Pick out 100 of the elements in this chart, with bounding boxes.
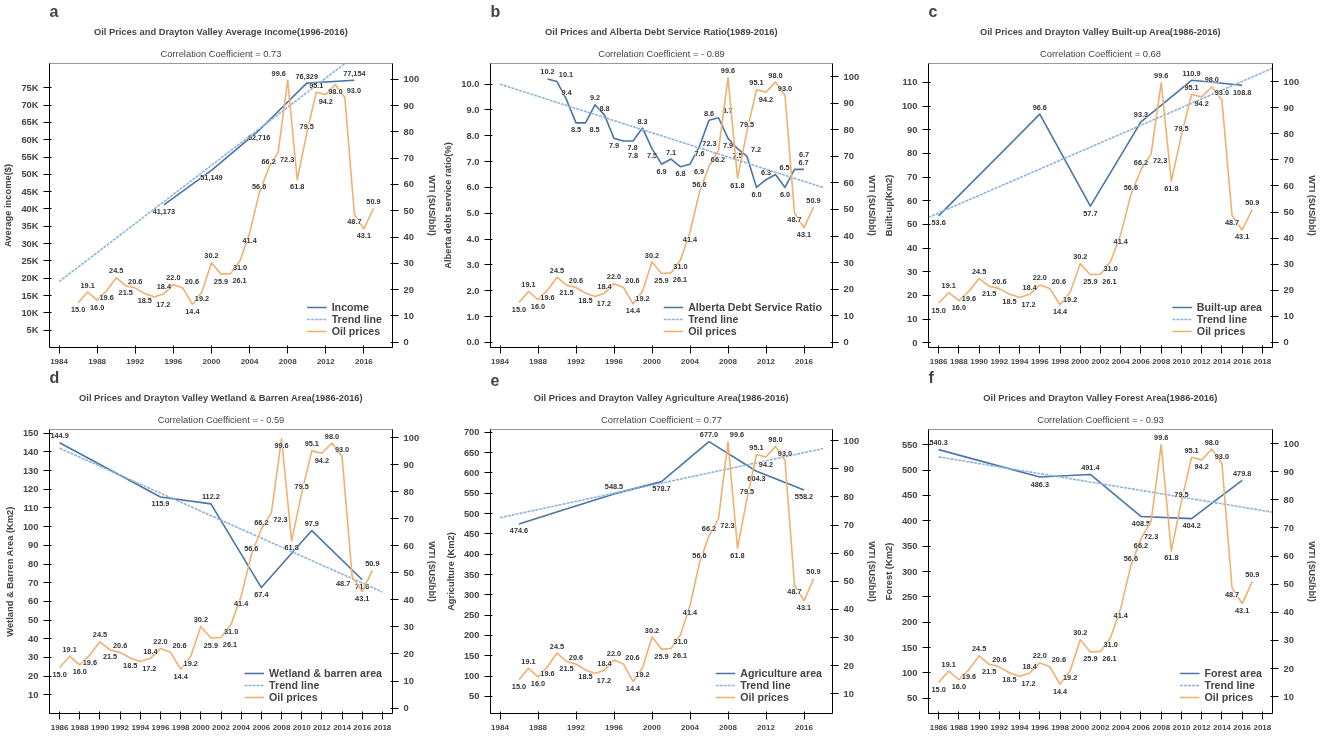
y2-tick-label: 100	[843, 435, 860, 446]
y-tick-label: 75K	[21, 82, 39, 93]
y-tick-label: 0	[912, 337, 918, 348]
y2-tick-label: 10	[843, 688, 854, 699]
y-tick-label: 30	[28, 652, 39, 663]
chart-title: Oil Prices and Drayton Valley Wetland & Barren Area(1986-2016)	[79, 392, 363, 403]
y2-axis-title: WTI ($US/bbl)	[427, 175, 438, 236]
x-tick-label: 1986	[929, 356, 949, 366]
text: e	[490, 371, 500, 389]
y2-tick-label: 40	[403, 594, 414, 605]
x-tick-label: 2010	[292, 722, 312, 732]
y-tick-label: 700	[463, 427, 480, 438]
x-tick-label: 1988	[949, 722, 969, 732]
y-tick-label: 9.0	[466, 104, 480, 115]
chart-subtitle: Correlation Coefficient = - 0.59	[157, 414, 285, 425]
x-tick-label: 1996	[1030, 356, 1050, 366]
y2-tick-label: 0	[1283, 337, 1289, 348]
y2-tick-label: 60	[843, 548, 854, 559]
y-tick-label: 650	[463, 447, 480, 458]
x-tick-label: 2016	[353, 722, 372, 732]
y-tick-label: 10.0	[461, 79, 480, 90]
chart-title: Oil Prices and Drayton Valley Average Income(1996-2016)	[93, 26, 348, 37]
x-tick-label: 1992	[111, 722, 130, 732]
y2-axis-title: WTI ($US/bbl)	[1307, 175, 1318, 236]
x-tick-label: 2000	[643, 356, 662, 366]
x-tick-label: 2008	[719, 722, 738, 732]
y2-tick-label: 10	[403, 676, 414, 687]
x-tick-label: 2016	[795, 356, 814, 366]
x-tick-label: 1994	[1010, 722, 1030, 732]
y2-tick-label: 30	[403, 258, 414, 269]
legend-label: Trend line	[269, 679, 320, 691]
x-tick-label: 2004	[681, 356, 700, 366]
x-tick-label: 1996	[151, 722, 170, 732]
y-tick-label: 30	[907, 266, 918, 277]
x-tick-label: 1998	[171, 722, 191, 732]
x-tick-label: 2018	[1253, 722, 1272, 732]
y2-tick-label: 40	[1283, 233, 1294, 244]
y-axis-title: Average income($)	[3, 163, 14, 248]
y2-tick-label: 100	[403, 432, 420, 443]
x-tick-label: 1990	[970, 722, 989, 732]
y-tick-label: 8.0	[466, 130, 480, 141]
x-tick-label: 2000	[643, 722, 662, 732]
x-tick-label: 2012	[316, 356, 336, 366]
y2-tick-label: 70	[1283, 522, 1294, 533]
y-tick-label: 250	[901, 591, 918, 602]
x-tick-label: 2016	[1233, 722, 1252, 732]
y2-tick-label: 60	[403, 540, 414, 551]
x-tick-label: 1996	[164, 356, 183, 366]
y-tick-label: 5K	[26, 325, 39, 336]
y-tick-label: 100	[463, 671, 480, 682]
y-tick-label: 6.0	[466, 182, 480, 193]
x-tick-label: 2006	[1132, 356, 1151, 366]
y2-tick-label: 80	[843, 491, 854, 502]
y2-tick-label: 90	[403, 459, 414, 470]
y-tick-label: 10K	[21, 307, 39, 318]
y-axis-title: Alberta debt service ratio(%)	[443, 142, 454, 269]
x-tick-label: 1988	[949, 356, 969, 366]
x-tick-label: 2010	[1172, 722, 1191, 732]
x-tick-label: 2010	[1172, 356, 1191, 366]
y-tick-label: 65K	[21, 117, 39, 128]
y-tick-label: 300	[901, 566, 918, 577]
chart-subtitle: Correlation Coefficient = - 0.93	[1037, 414, 1164, 425]
x-tick-label: 1996	[605, 356, 624, 366]
y2-tick-label: 90	[843, 463, 854, 474]
y-tick-label: 35K	[21, 221, 39, 232]
legend-label: Trend line	[740, 679, 791, 691]
y2-tick-label: 10	[843, 310, 854, 321]
y2-tick-label: 0	[843, 337, 849, 348]
y-tick-label: 150	[22, 428, 39, 439]
y-tick-label: 50	[469, 691, 480, 702]
text: b	[490, 2, 501, 20]
y-tick-label: 150	[463, 650, 480, 661]
y2-tick-label: 30	[843, 257, 854, 268]
y-tick-label: 60	[907, 195, 918, 206]
x-tick-label: 1988	[529, 356, 548, 366]
y-tick-label: 10	[28, 689, 39, 700]
x-tick-label: 1990	[970, 356, 989, 366]
y-tick-label: 90	[28, 540, 39, 551]
y2-axis-title: WTI ($US/bbl)	[1307, 541, 1318, 602]
y2-tick-label: 30	[1283, 259, 1294, 270]
y2-tick-label: 70	[843, 151, 854, 162]
text: c	[928, 2, 938, 20]
y-tick-label: 300	[463, 589, 480, 600]
chart-subtitle: Correlation Coefficient = 0.73	[160, 48, 282, 59]
y2-tick-label: 50	[1283, 579, 1294, 590]
y2-tick-label: 50	[843, 576, 854, 587]
legend-label: Oil prices	[1196, 325, 1246, 337]
x-tick-label: 2002	[1091, 356, 1110, 366]
y-tick-label: 40	[907, 243, 918, 254]
y-tick-label: 250	[463, 610, 480, 621]
x-tick-label: 2008	[719, 356, 738, 366]
y-axis-title: Agriculture (Km2)	[445, 532, 456, 611]
x-tick-label: 1996	[1030, 722, 1050, 732]
x-tick-label: 2018	[1253, 356, 1272, 366]
y-tick-label: 20K	[21, 273, 39, 284]
y2-tick-label: 70	[403, 513, 414, 524]
x-tick-label: 1996	[605, 722, 624, 732]
y2-tick-label: 20	[1283, 663, 1294, 674]
y-tick-label: 550	[901, 439, 918, 450]
y-tick-label: 100	[901, 101, 918, 112]
